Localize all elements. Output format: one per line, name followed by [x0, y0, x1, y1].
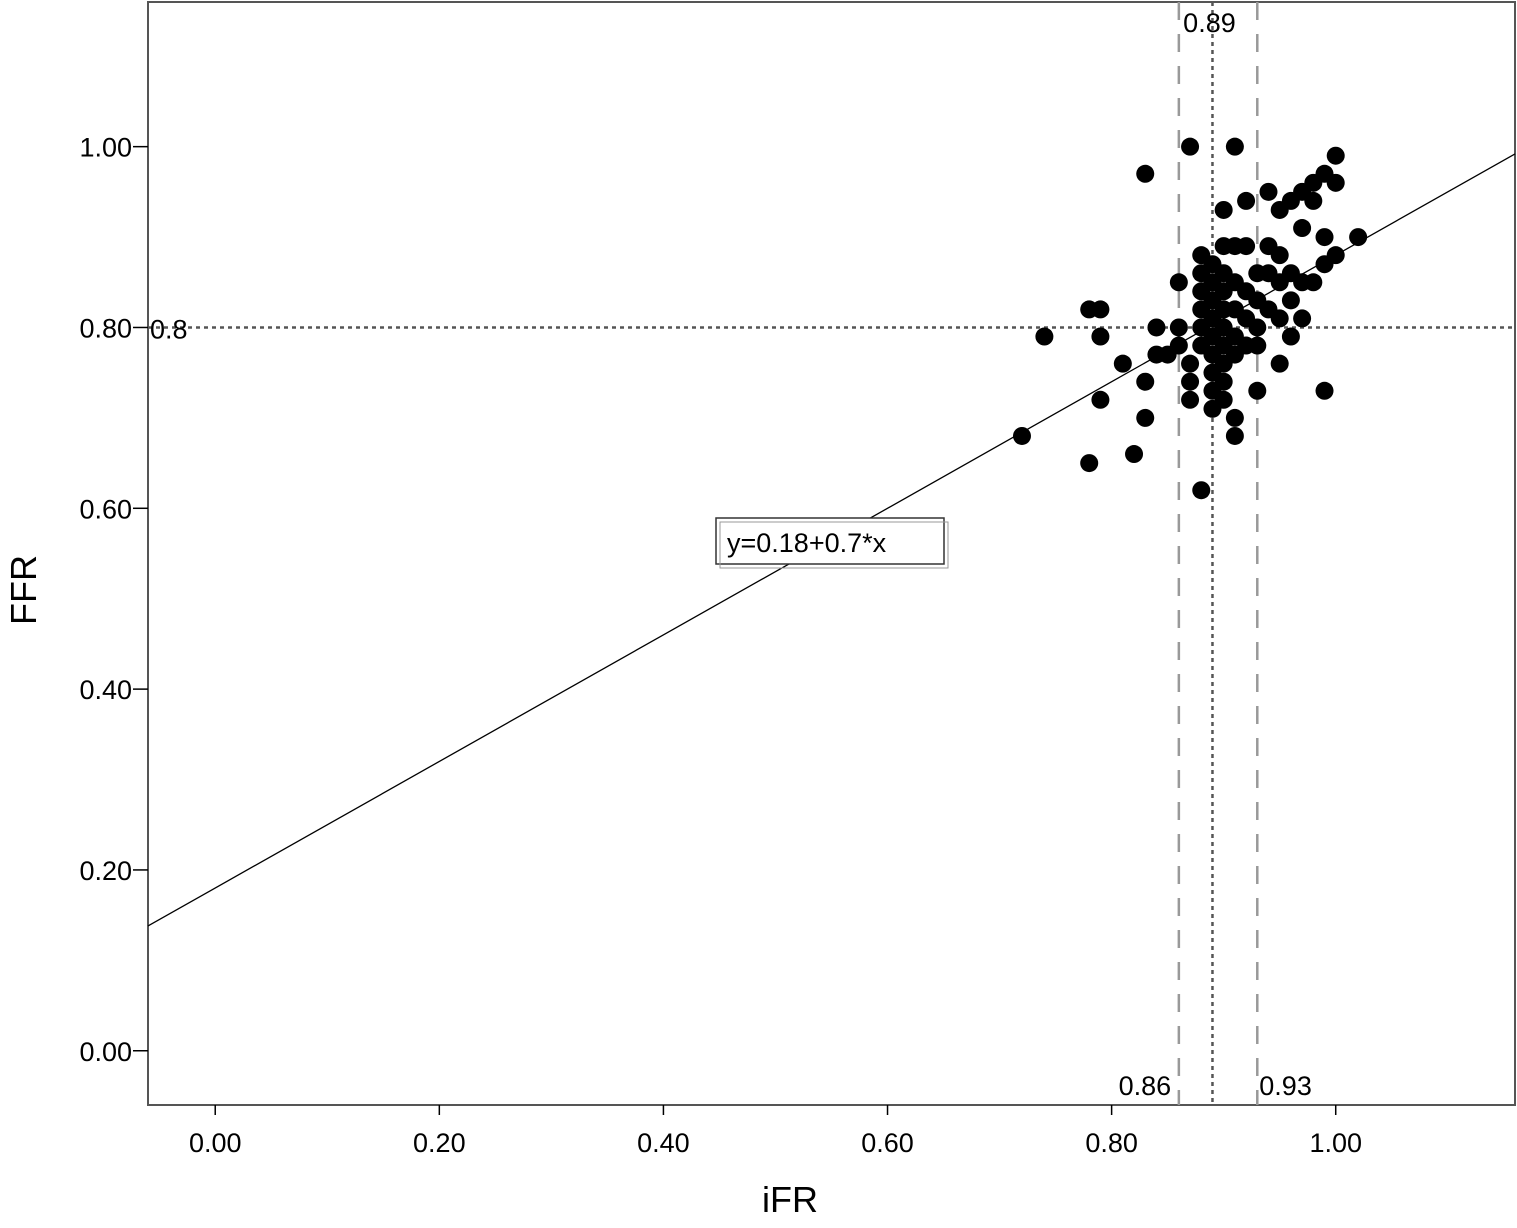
- data-point: [1181, 390, 1200, 409]
- data-point: [1326, 146, 1345, 165]
- x-tick-label: 0.40: [637, 1128, 690, 1158]
- data-point: [1136, 164, 1155, 183]
- reference-label: 0.93: [1259, 1071, 1312, 1101]
- data-point: [1147, 318, 1166, 337]
- data-point: [1304, 273, 1323, 292]
- data-point: [1181, 137, 1200, 156]
- data-point: [1113, 354, 1132, 373]
- data-point: [1270, 309, 1289, 328]
- data-point: [1181, 354, 1200, 373]
- x-tick-label: 0.60: [861, 1128, 914, 1158]
- data-point: [1091, 327, 1110, 346]
- data-point: [1225, 426, 1244, 445]
- plot-frame: [147, 1, 1516, 1106]
- equation-label: y=0.18+0.7*x: [727, 528, 887, 558]
- data-point: [1237, 237, 1256, 256]
- y-tick-label: 0.20: [79, 856, 132, 886]
- data-point: [1012, 426, 1031, 445]
- data-point: [1169, 336, 1188, 355]
- equation-box: y=0.18+0.7*x: [715, 517, 949, 569]
- data-point: [1326, 173, 1345, 192]
- data-point: [1248, 336, 1267, 355]
- data-point: [1169, 318, 1188, 337]
- data-point: [1326, 246, 1345, 265]
- data-point: [1214, 372, 1233, 391]
- data-point: [1349, 228, 1368, 247]
- data-point: [1293, 219, 1312, 238]
- x-tick-label: 0.20: [413, 1128, 466, 1158]
- y-tick-label: 0.80: [79, 313, 132, 343]
- x-tick-label: 0.00: [189, 1128, 242, 1158]
- data-point: [1136, 408, 1155, 427]
- data-point: [1281, 291, 1300, 310]
- data-point: [1304, 191, 1323, 210]
- data-point: [1214, 390, 1233, 409]
- data-point: [1080, 454, 1099, 473]
- data-point: [1248, 318, 1267, 337]
- data-point: [1259, 182, 1278, 201]
- data-point: [1169, 273, 1188, 292]
- y-tick-label: 0.40: [79, 675, 132, 705]
- reference-label: 0.89: [1183, 8, 1236, 38]
- data-point: [1315, 381, 1334, 400]
- x-tick-label: 0.80: [1085, 1128, 1138, 1158]
- data-point: [1035, 327, 1054, 346]
- data-point: [1248, 381, 1267, 400]
- data-point: [1091, 390, 1110, 409]
- data-point: [1192, 481, 1211, 500]
- y-tick-label: 1.00: [79, 133, 132, 163]
- data-point: [1281, 327, 1300, 346]
- data-point: [1091, 300, 1110, 319]
- data-point: [1225, 137, 1244, 156]
- data-point: [1270, 354, 1289, 373]
- data-point: [1136, 372, 1155, 391]
- data-point: [1293, 309, 1312, 328]
- data-point: [1315, 228, 1334, 247]
- data-point: [1181, 372, 1200, 391]
- data-point: [1270, 246, 1289, 265]
- y-tick-label: 0.00: [79, 1037, 132, 1067]
- data-point: [1125, 445, 1144, 464]
- data-point: [1237, 191, 1256, 210]
- reference-label: 0.86: [1119, 1071, 1172, 1101]
- data-point: [1225, 408, 1244, 427]
- data-point: [1214, 200, 1233, 219]
- x-axis-label: iFR: [762, 1179, 818, 1220]
- y-tick-label: 0.60: [79, 494, 132, 524]
- reference-label: 0.8: [150, 314, 188, 344]
- x-tick-label: 1.00: [1309, 1128, 1362, 1158]
- y-axis-label: FFR: [3, 555, 44, 625]
